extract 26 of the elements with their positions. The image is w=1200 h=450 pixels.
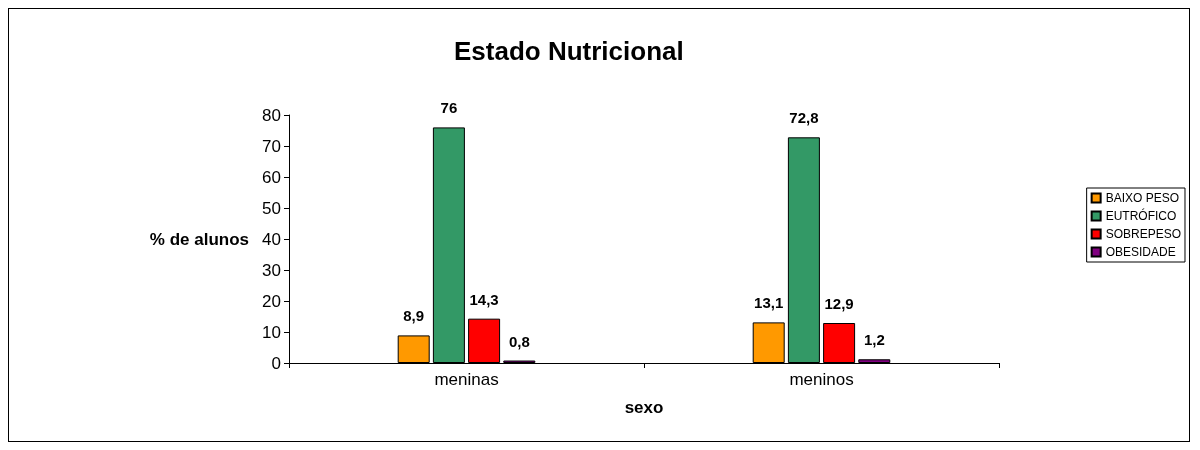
chart-title: Estado Nutricional — [454, 36, 684, 66]
y-tick-label: 60 — [262, 167, 281, 187]
y-axis-title: % de alunos — [149, 229, 249, 249]
legend-label: SOBREPESO — [1105, 227, 1181, 241]
x-axis-title: sexo — [624, 398, 664, 417]
y-tick-label: 50 — [262, 198, 281, 218]
data-label: 72,8 — [789, 109, 819, 127]
x-tick-label: meninas — [434, 370, 499, 389]
y-tick-label: 20 — [262, 291, 281, 311]
legend-label: EUTRÓFICO — [1105, 208, 1177, 223]
data-label: 13,1 — [754, 294, 784, 312]
legend-label: BAIXO PESO — [1105, 191, 1179, 205]
y-tick-label: 70 — [262, 136, 281, 156]
data-label: 14,3 — [469, 290, 499, 308]
y-tick-label: 80 — [262, 105, 281, 125]
y-tick-label: 30 — [262, 260, 281, 280]
y-tick-label: 10 — [262, 322, 281, 342]
data-label: 12,9 — [824, 295, 854, 313]
legend-label: OBESIDADE — [1105, 245, 1176, 259]
y-tick-label: 0 — [271, 353, 281, 373]
data-label: 8,9 — [403, 307, 425, 325]
y-tick-label: 40 — [262, 229, 281, 249]
data-label: 0,8 — [508, 332, 530, 350]
data-label: 1,2 — [863, 331, 885, 349]
data-label: 76 — [440, 99, 458, 117]
x-tick-label: meninos — [789, 370, 854, 389]
